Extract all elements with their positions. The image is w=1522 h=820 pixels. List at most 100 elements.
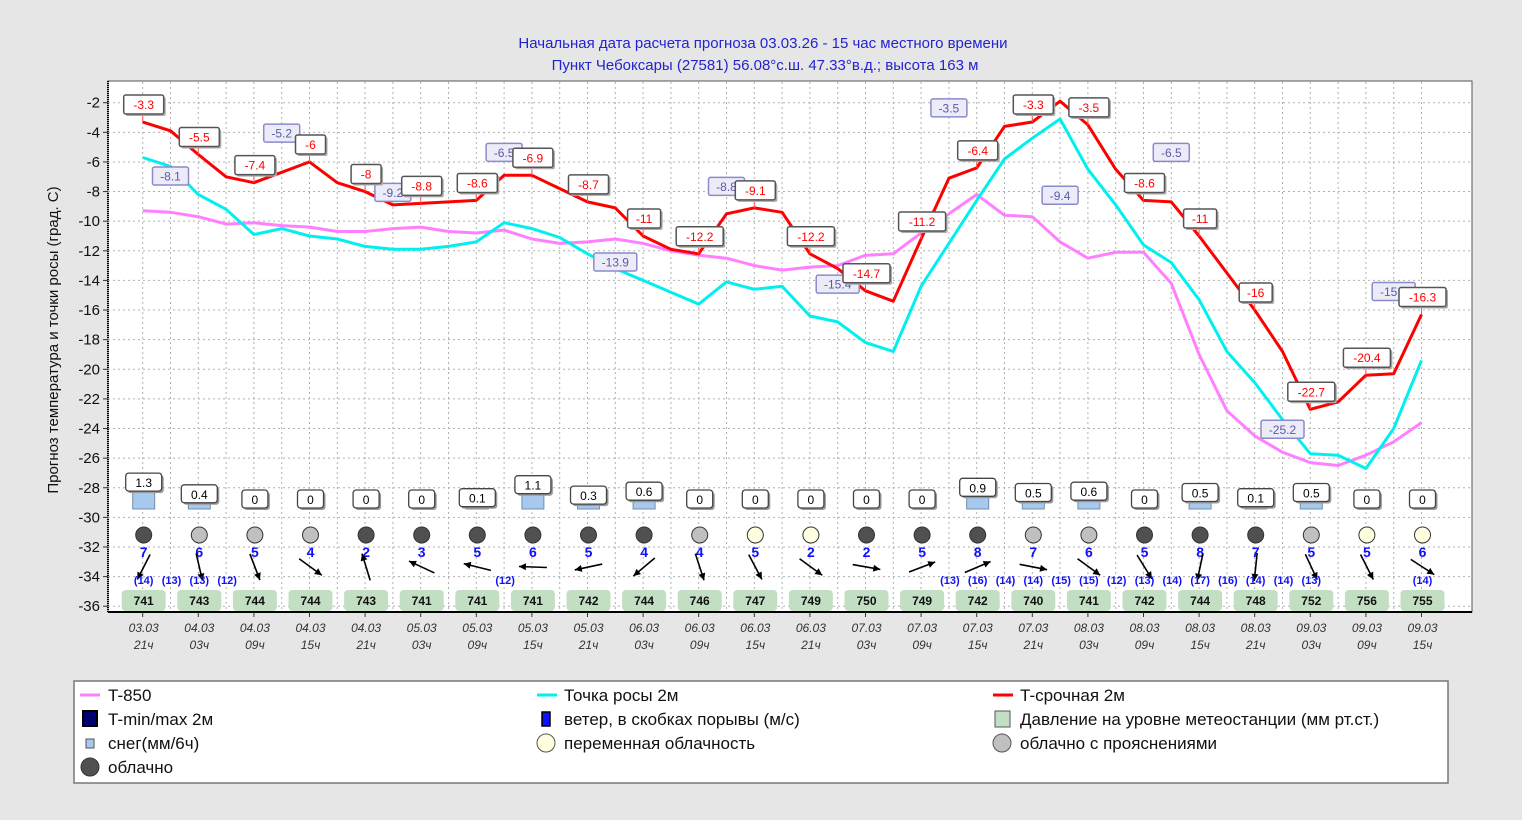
temp-label-text: -22.7 xyxy=(1298,385,1326,399)
wind-speed: 2 xyxy=(807,544,815,560)
temp-label-text: -12.2 xyxy=(797,230,825,244)
wind-speed: 4 xyxy=(640,544,648,560)
temperature-labels: -3.3 -5.5 -7.4 -6 -8 -8.8 -8.6 -6.9 -8.7 -11 -12.2… xyxy=(122,94,1448,410)
wind-gust: (14) xyxy=(134,575,154,587)
pressure-value: 744 xyxy=(300,594,320,608)
pressure-value: 755 xyxy=(1412,594,1432,608)
snow-cell: 0 xyxy=(908,489,938,510)
y-tick-label: -32 xyxy=(78,539,100,556)
wind-arrow-head xyxy=(1092,568,1101,576)
wind-arrow-icon xyxy=(360,553,371,581)
minmax-label: -13.9 xyxy=(593,252,638,272)
x-label-hour: 15ч xyxy=(1190,638,1210,652)
pressure-box xyxy=(1178,590,1223,611)
wind-arrow-icon xyxy=(518,563,547,571)
cloudy-icon xyxy=(580,526,597,544)
legend-item-pressure: Давление на уровне метеостанции (мм рт.с… xyxy=(994,710,1379,729)
pressure-value: 750 xyxy=(856,594,876,608)
temp-label-box xyxy=(122,94,165,115)
temp-label-text: -3.3 xyxy=(1023,98,1044,112)
series-line-t850 xyxy=(142,193,1423,467)
legend-item-wind: ветер, в скобках порывы (м/с) xyxy=(541,710,800,729)
chart-title-line1: Начальная дата расчета прогноза 03.03.26… xyxy=(518,35,1007,52)
y-tick-label: -36 xyxy=(78,598,100,615)
pressure-cell: 744 xyxy=(232,590,277,611)
temp-label-box xyxy=(1068,97,1110,118)
wind-arrow-icon xyxy=(964,560,991,574)
wind-gust: (13) xyxy=(162,575,182,587)
minmax-label-box xyxy=(1041,185,1079,206)
snow-value: 0.1 xyxy=(469,492,486,506)
snow-cell: 0 xyxy=(296,489,326,510)
wind-arrow-icon xyxy=(1304,553,1318,581)
pressure-box xyxy=(622,590,667,611)
snow-box xyxy=(1070,481,1108,501)
snow-box xyxy=(1181,482,1219,503)
partly-cloudy-icon xyxy=(992,733,1012,753)
snow-value: 1.3 xyxy=(135,476,152,490)
variable-icon xyxy=(1414,526,1431,544)
temp-label: -16 xyxy=(1238,282,1275,311)
minmax-label-box xyxy=(151,166,190,186)
snow-value: 1.1 xyxy=(525,479,542,493)
legend: T-850 T-min/max 2м снег(мм/6ч) облачно Т… xyxy=(73,680,1449,784)
wind-arrow-head xyxy=(1366,571,1374,580)
temp-label-box xyxy=(294,134,327,155)
snow-value: 0 xyxy=(808,493,815,507)
cloudy-icon xyxy=(1191,526,1209,544)
snow-box xyxy=(514,475,552,495)
snow-box xyxy=(352,489,380,509)
temp-label: -7.4 xyxy=(234,154,277,183)
temp-label-box xyxy=(1342,347,1392,368)
pressure-box xyxy=(1289,590,1334,611)
legend-label-wind: ветер, в скобках порывы (м/с) xyxy=(564,710,800,729)
wind-speed: 7 xyxy=(1252,544,1260,560)
pressure-box xyxy=(900,590,945,611)
pressure-box xyxy=(1011,590,1056,611)
wind-speed: 7 xyxy=(1029,544,1037,560)
x-label-date: 05.03 xyxy=(462,621,492,635)
temp-label-text: -16 xyxy=(1247,286,1265,300)
x-label-date: 06.03 xyxy=(685,621,715,635)
wind-gust: (13) xyxy=(1135,575,1155,587)
wind-speed: 5 xyxy=(585,544,593,560)
wind-speed: 5 xyxy=(1363,544,1371,560)
snow-box xyxy=(241,489,269,509)
minmax-label-box xyxy=(930,98,968,118)
snow-value: 0.4 xyxy=(191,488,208,502)
minmax-swatch-icon xyxy=(82,710,98,727)
wind-arrow-icon xyxy=(1019,563,1048,572)
snow-cell: 0 xyxy=(741,489,771,510)
wind-arrow-head xyxy=(574,565,583,572)
pressure-box xyxy=(844,590,889,611)
pressure-cell: 756 xyxy=(1344,590,1389,611)
pressure-value: 743 xyxy=(356,594,376,608)
temp-label-box xyxy=(786,226,836,247)
x-label-date: 07.03 xyxy=(963,621,993,635)
pressure-box xyxy=(733,590,778,611)
pressure-box xyxy=(1400,590,1445,611)
x-label-hour: 03ч xyxy=(634,638,654,652)
temp-label-text: -8.6 xyxy=(467,176,488,190)
snow-value: 0.6 xyxy=(636,485,653,499)
minmax-label-text: -25.2 xyxy=(1269,423,1297,437)
snow-box xyxy=(797,489,825,509)
x-label-date: 08.03 xyxy=(1074,621,1104,635)
temp-label-text: -8.8 xyxy=(411,179,432,193)
legend-item-cloudy: облачно xyxy=(80,757,173,777)
pressure-value: 744 xyxy=(1190,594,1210,608)
wind-gust: (16) xyxy=(1218,575,1238,587)
legend-item-dew: Точка росы 2м xyxy=(537,686,678,705)
pressure-box xyxy=(344,590,389,611)
pressure-box xyxy=(677,590,722,611)
partly-cloudy-icon xyxy=(1024,526,1042,544)
pressure-box xyxy=(288,590,333,611)
pressure-value: 756 xyxy=(1357,594,1377,608)
cloudy-icon xyxy=(969,526,987,544)
pressure-cell: 746 xyxy=(677,590,722,611)
pressure-value: 742 xyxy=(968,594,988,608)
x-label-hour: 21ч xyxy=(1245,638,1266,652)
wind-arrow-head xyxy=(137,571,144,580)
snow-box xyxy=(852,489,881,509)
temp-label-box xyxy=(956,140,999,161)
